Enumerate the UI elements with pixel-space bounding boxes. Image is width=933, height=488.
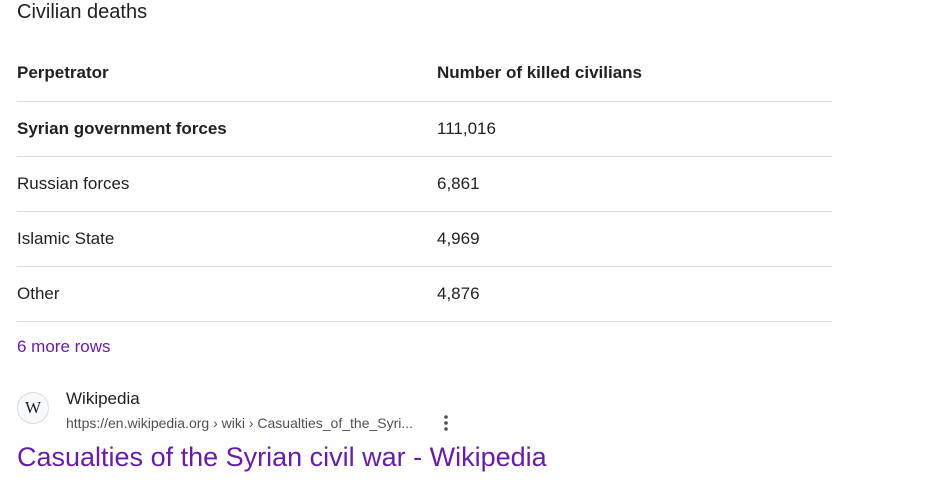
- table-row: Other 4,876: [17, 267, 832, 322]
- count-cell: 6,861: [437, 174, 480, 193]
- more-vert-icon[interactable]: [437, 412, 455, 434]
- table-header-row: Perpetrator Number of killed civilians: [17, 44, 832, 102]
- count-cell: 111,016: [437, 119, 496, 138]
- header-perpetrator: Perpetrator: [17, 62, 109, 82]
- result-title-link[interactable]: Casualties of the Syrian civil war - Wik…: [17, 442, 547, 472]
- perpetrator-cell: Syrian government forces: [17, 119, 227, 138]
- table-row: Islamic State 4,969: [17, 212, 832, 267]
- table-row: Russian forces 6,861: [17, 157, 832, 212]
- result-url[interactable]: https://en.wikipedia.org › wiki › Casual…: [66, 415, 414, 431]
- count-cell: 4,876: [437, 284, 480, 303]
- count-cell: 4,969: [437, 229, 480, 248]
- result-site-name[interactable]: Wikipedia: [66, 389, 140, 408]
- civilian-deaths-table: Perpetrator Number of killed civilians S…: [17, 44, 832, 322]
- header-killed-civilians: Number of killed civilians: [437, 62, 643, 82]
- more-rows-link[interactable]: 6 more rows: [17, 337, 111, 356]
- perpetrator-cell: Islamic State: [17, 229, 115, 248]
- perpetrator-cell: Other: [17, 284, 60, 303]
- table-row: Syrian government forces 111,016: [17, 102, 832, 157]
- wikipedia-favicon-icon: W: [17, 392, 49, 424]
- perpetrator-cell: Russian forces: [17, 174, 130, 193]
- table-caption: Civilian deaths: [17, 1, 148, 23]
